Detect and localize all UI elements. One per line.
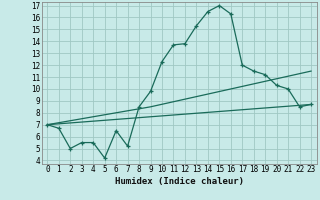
X-axis label: Humidex (Indice chaleur): Humidex (Indice chaleur) bbox=[115, 177, 244, 186]
